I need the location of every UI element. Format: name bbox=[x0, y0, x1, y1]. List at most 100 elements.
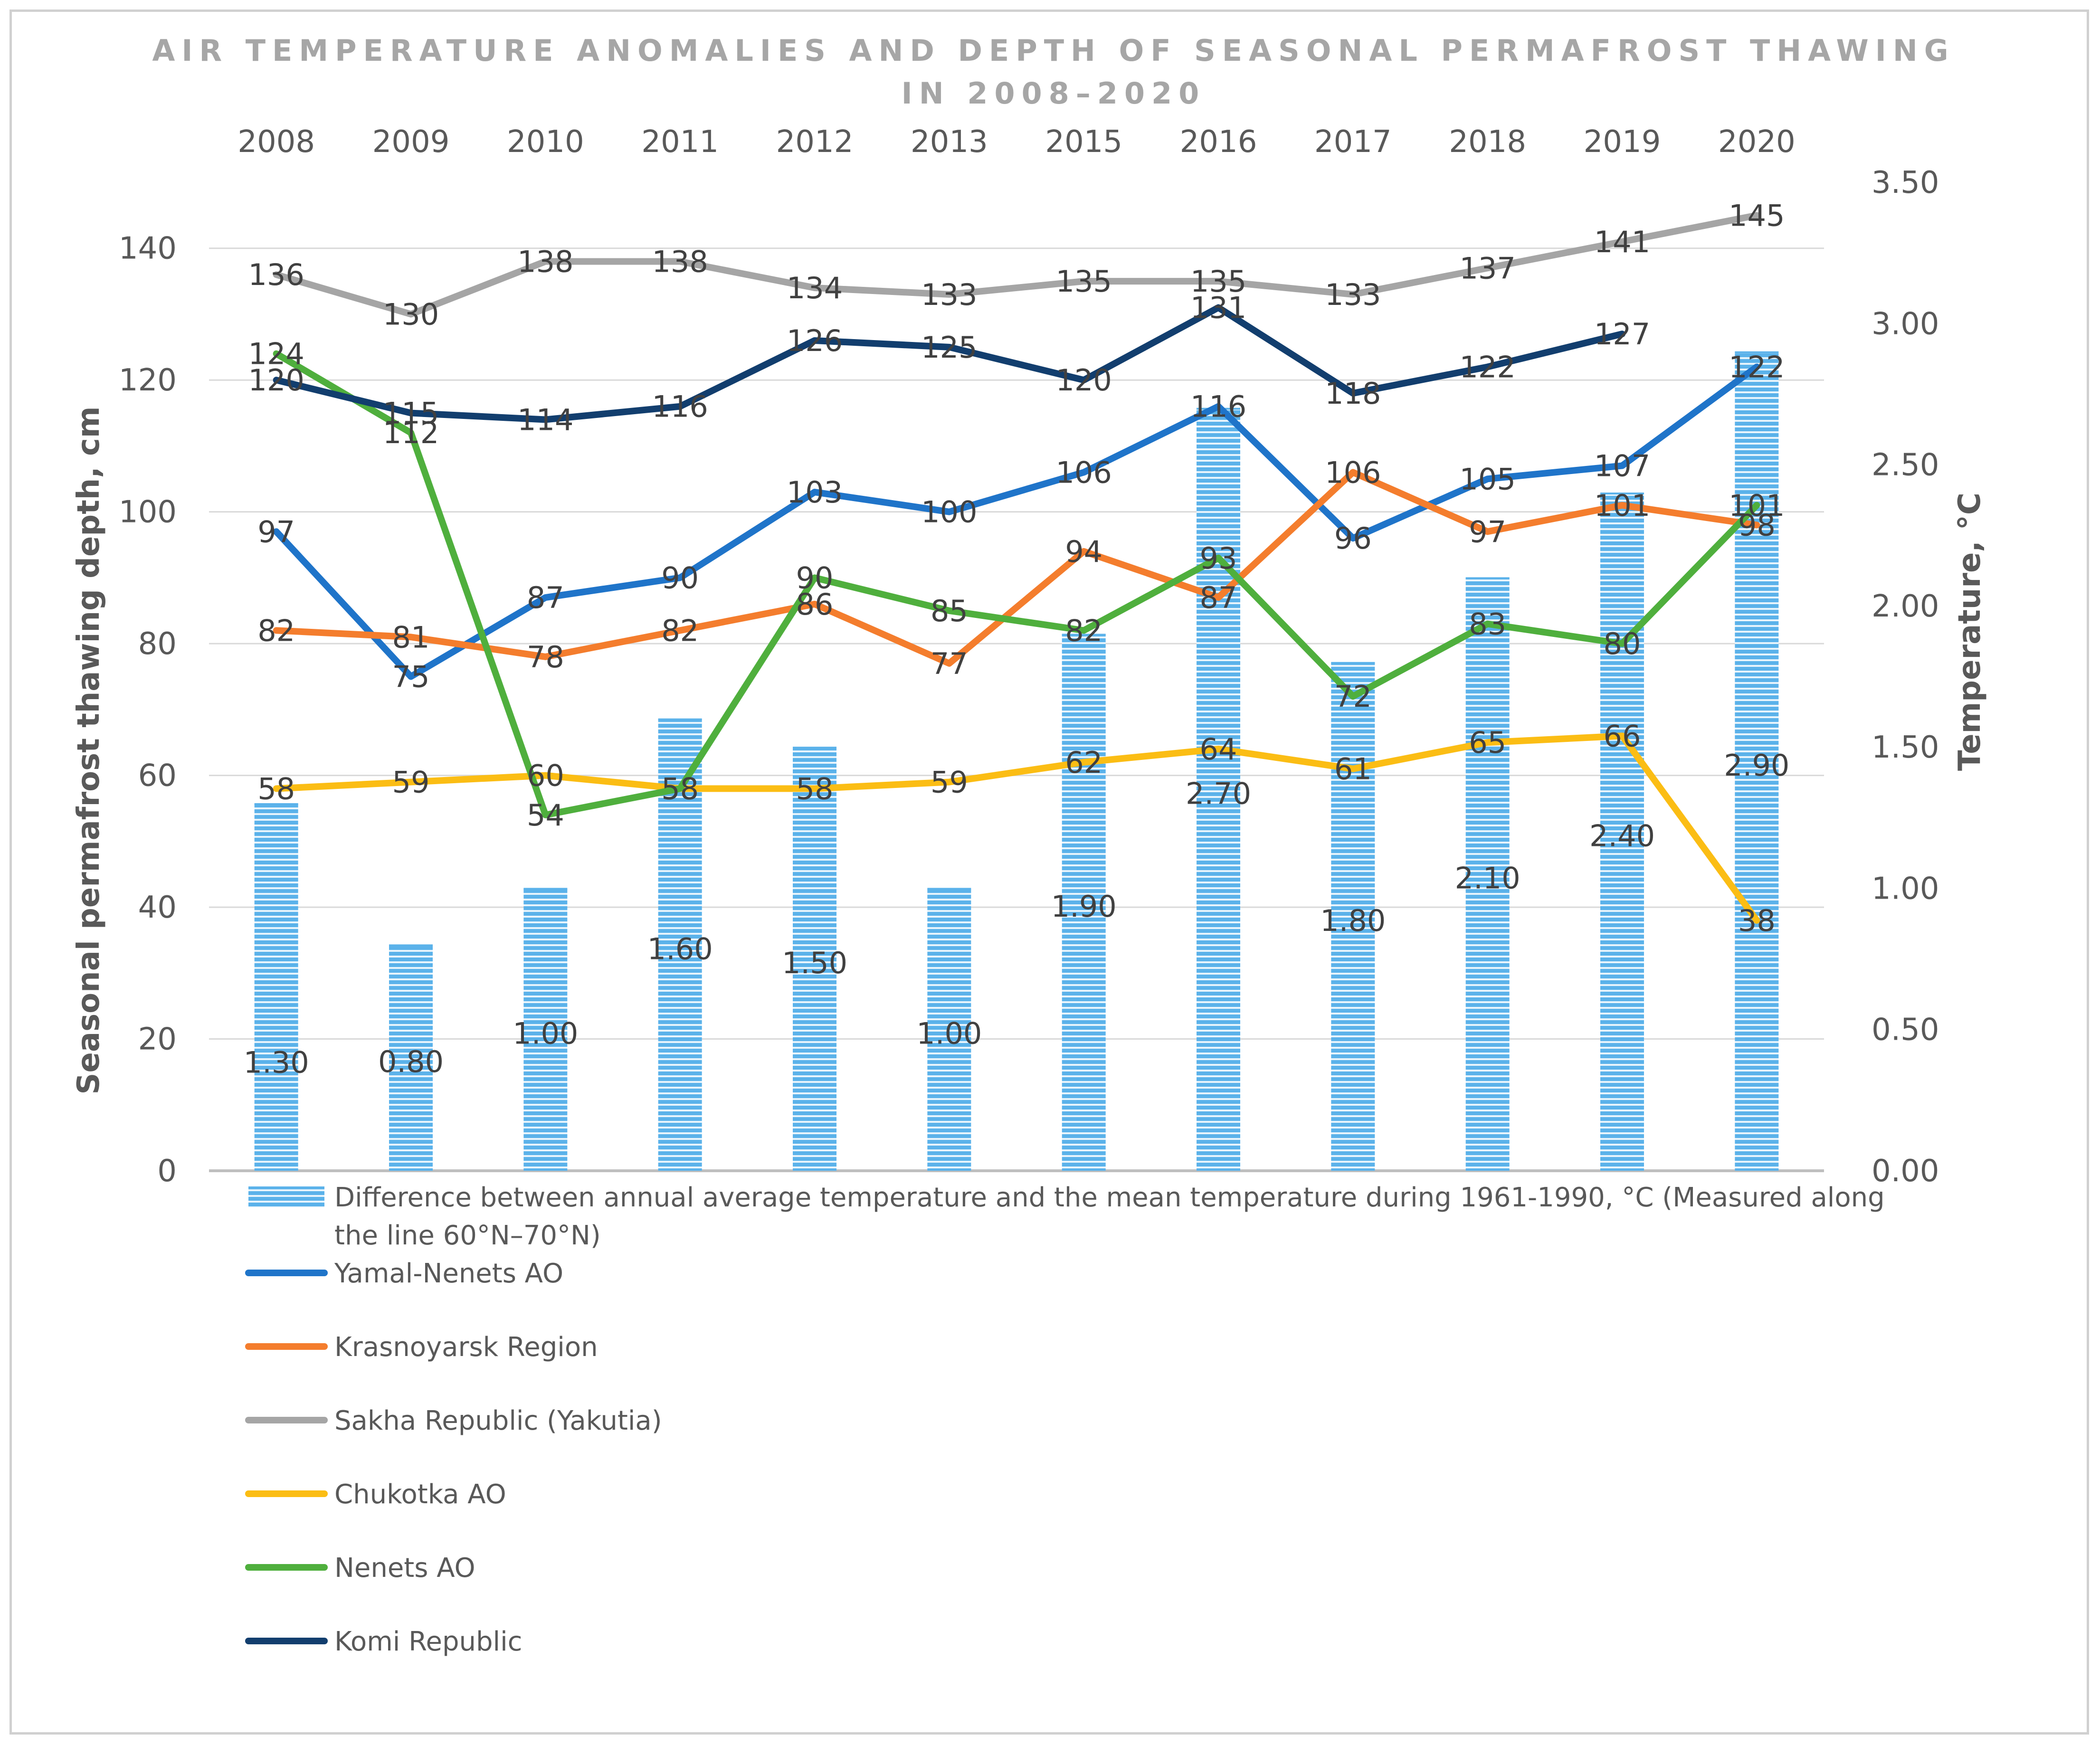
series-data-label: 90 bbox=[661, 560, 699, 595]
chart-frame bbox=[10, 9, 2089, 1735]
legend: Difference between annual average temper… bbox=[245, 1182, 1885, 1657]
series-data-label: 135 bbox=[1055, 264, 1112, 299]
series-data-label: 64 bbox=[1200, 732, 1237, 767]
series-data-label: 130 bbox=[383, 297, 439, 332]
series-data-label: 126 bbox=[787, 323, 843, 358]
series-data-label: 59 bbox=[931, 765, 968, 799]
bar-data-label: 2.10 bbox=[1455, 861, 1520, 896]
series-data-label: 135 bbox=[1190, 264, 1246, 299]
right-tick-label: 1.00 bbox=[1872, 871, 1939, 906]
series-data-label: 62 bbox=[1065, 745, 1102, 780]
x-tick-label: 2015 bbox=[1045, 124, 1122, 160]
x-tick-label: 2020 bbox=[1718, 124, 1796, 160]
left-tick-label: 0 bbox=[157, 1154, 177, 1189]
series-data-label: 78 bbox=[527, 640, 564, 674]
series-data-label: 85 bbox=[931, 594, 968, 628]
chart-title-line1: AIR TEMPERATURE ANOMALIES AND DEPTH OF S… bbox=[152, 33, 1955, 68]
series-data-label: 93 bbox=[1200, 541, 1237, 576]
series-line-5 bbox=[273, 304, 1625, 423]
left-tick-label: 40 bbox=[138, 890, 177, 925]
right-tick-label: 0.50 bbox=[1872, 1013, 1939, 1048]
x-tick-label: 2011 bbox=[641, 124, 719, 160]
x-tick-label: 2017 bbox=[1314, 124, 1392, 160]
x-tick-label: 2013 bbox=[911, 124, 988, 160]
series-data-label: 75 bbox=[392, 660, 430, 694]
series-data-label: 77 bbox=[931, 646, 968, 681]
x-tick-label: 2008 bbox=[238, 124, 315, 160]
series-data-label: 106 bbox=[1325, 455, 1381, 490]
series-line-1 bbox=[273, 469, 1760, 667]
series-data-label: 81 bbox=[392, 620, 430, 654]
bar-data-label: 1.30 bbox=[244, 1045, 309, 1080]
series-data-label: 97 bbox=[257, 514, 295, 549]
bar-data-label: 1.00 bbox=[513, 1016, 578, 1051]
series-data-label: 122 bbox=[1459, 350, 1515, 384]
temperature-bar bbox=[523, 888, 568, 1171]
data-labels: 1.30 0.80 1.00 1.60 1.50 1.00 1.90 2.70 1.80 2.10… bbox=[244, 198, 1790, 1080]
legend-label-2: Sakha Republic (Yakutia) bbox=[334, 1405, 662, 1436]
right-axis-ticks: 0.00 0.50 1.00 1.50 2.00 2.50 3.00 3.50 bbox=[1872, 165, 1939, 1189]
temperature-bar bbox=[927, 888, 971, 1171]
series-data-label: 58 bbox=[257, 771, 295, 806]
x-tick-label: 2019 bbox=[1584, 124, 1661, 160]
series-data-label: 97 bbox=[1469, 514, 1506, 549]
series-data-label: 103 bbox=[787, 475, 843, 510]
series-data-label: 65 bbox=[1469, 725, 1506, 760]
left-tick-label: 100 bbox=[119, 495, 177, 530]
series-data-label: 116 bbox=[1190, 389, 1246, 424]
left-tick-label: 140 bbox=[119, 231, 177, 266]
bar-data-label: 2.40 bbox=[1589, 819, 1655, 854]
temperature-bar bbox=[1062, 634, 1106, 1171]
temperature-bars bbox=[254, 351, 1779, 1171]
x-tick-label: 2009 bbox=[372, 124, 450, 160]
right-tick-label: 3.50 bbox=[1872, 165, 1939, 200]
series-data-label: 138 bbox=[517, 244, 573, 279]
left-axis-label: Seasonal permafrost thawing depth, cm bbox=[71, 406, 106, 1094]
series-data-label: 100 bbox=[921, 495, 977, 530]
series-data-label: 106 bbox=[1055, 455, 1112, 490]
legend-label-4: Nenets AO bbox=[334, 1553, 475, 1584]
series-data-label: 72 bbox=[1334, 679, 1372, 714]
series-data-label: 101 bbox=[1594, 488, 1650, 523]
series-data-label: 66 bbox=[1604, 719, 1641, 753]
series-data-label: 80 bbox=[1604, 626, 1641, 661]
left-tick-label: 80 bbox=[138, 626, 177, 662]
left-tick-label: 60 bbox=[138, 759, 177, 794]
series-data-label: 116 bbox=[652, 389, 708, 424]
series-data-label: 96 bbox=[1334, 521, 1372, 556]
temperature-bar bbox=[1197, 408, 1240, 1171]
series-data-label: 112 bbox=[383, 416, 439, 450]
series-data-label: 58 bbox=[796, 771, 834, 806]
series-line-0 bbox=[273, 363, 1760, 680]
legend-swatch-bars bbox=[248, 1186, 324, 1207]
series-data-label: 127 bbox=[1594, 317, 1650, 351]
series-data-label: 86 bbox=[796, 587, 834, 622]
series-lines bbox=[273, 212, 1760, 924]
series-data-label: 38 bbox=[1738, 903, 1776, 938]
bar-data-label: 1.50 bbox=[782, 946, 847, 980]
series-data-label: 82 bbox=[661, 613, 699, 648]
left-tick-label: 20 bbox=[138, 1022, 177, 1057]
series-data-label: 137 bbox=[1459, 251, 1515, 285]
series-data-label: 141 bbox=[1594, 225, 1650, 259]
series-line-2 bbox=[273, 212, 1760, 318]
legend-label-1: Krasnoyarsk Region bbox=[334, 1332, 598, 1363]
bar-data-label: 2.90 bbox=[1724, 748, 1789, 783]
series-data-label: 124 bbox=[248, 337, 304, 371]
chart-title-line2: IN 2008–2020 bbox=[902, 76, 1206, 111]
series-data-label: 90 bbox=[796, 560, 834, 595]
right-tick-label: 3.00 bbox=[1872, 306, 1939, 341]
series-data-label: 58 bbox=[661, 771, 699, 806]
right-axis-label: Temperature, °C bbox=[1952, 493, 1987, 771]
series-data-label: 120 bbox=[1055, 363, 1112, 398]
series-data-label: 138 bbox=[652, 244, 708, 279]
series-data-label: 115 bbox=[383, 396, 439, 431]
x-tick-label: 2010 bbox=[507, 124, 584, 160]
series-data-label: 59 bbox=[392, 765, 430, 799]
series-data-label: 122 bbox=[1729, 350, 1785, 384]
legend-label-0: Yamal-Nenets AO bbox=[334, 1258, 563, 1289]
temperature-bar bbox=[389, 945, 433, 1171]
series-line-4 bbox=[273, 350, 1760, 818]
right-tick-label: 2.00 bbox=[1872, 589, 1939, 624]
